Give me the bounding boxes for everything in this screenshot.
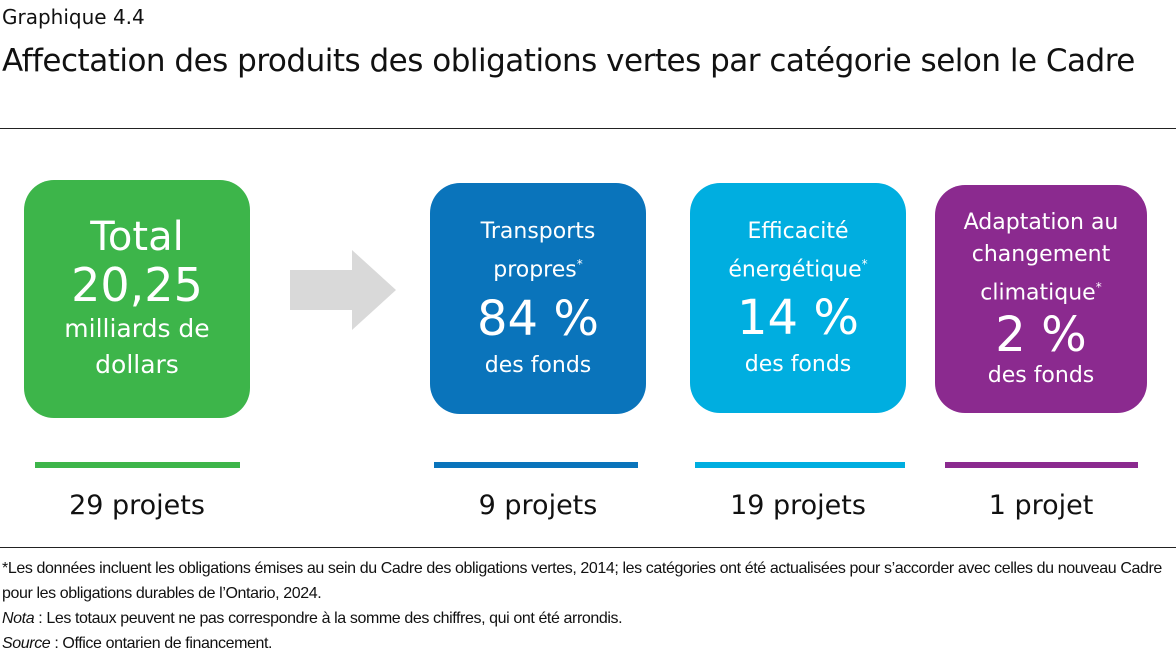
- transports-projects: 9 projets: [478, 490, 598, 521]
- total-label: Total: [90, 214, 184, 260]
- notes-divider: [0, 547, 1176, 548]
- category-box-transports: Transports propres* 84 % des fonds: [430, 183, 646, 414]
- source: Source : Office ontarien de financement.: [2, 631, 1174, 656]
- category-name: Adaptation au changement climatique: [963, 209, 1119, 306]
- notes: *Les données incluent les obligations ém…: [2, 556, 1174, 656]
- figure-title: Affectation des produits des obligations…: [2, 43, 1135, 79]
- nota: Nota : Les totaux peuvent ne pas corresp…: [2, 606, 1174, 631]
- footnote: *Les données incluent les obligations ém…: [2, 560, 1162, 602]
- title-divider: [0, 128, 1176, 129]
- total-amount: 20,25: [71, 258, 203, 312]
- source-text: : Office ontarien de financement.: [50, 635, 273, 652]
- total-bar: [35, 462, 240, 468]
- nota-label: Nota: [2, 610, 35, 627]
- source-label: Source: [2, 635, 51, 652]
- category-fonds: des fonds: [744, 352, 852, 378]
- adaptation-projects: 1 projet: [988, 490, 1094, 521]
- category-fonds: des fonds: [987, 363, 1095, 389]
- figure-number: Graphique 4.4: [2, 5, 145, 29]
- asterisk: *: [576, 257, 583, 272]
- category-share: 2 %: [995, 307, 1087, 364]
- asterisk: *: [1095, 279, 1102, 294]
- category-name: Transports propres: [480, 219, 596, 283]
- arrow-icon: [290, 250, 396, 330]
- category-name: Efficacité énergétique: [728, 218, 862, 283]
- efficacite-projects: 19 projets: [730, 490, 866, 521]
- category-fonds: des fonds: [484, 352, 592, 378]
- total-unit: milliards de dollars: [64, 314, 210, 379]
- nota-text: : Les totaux peuvent ne pas correspondre…: [34, 610, 623, 627]
- efficacite-bar: [695, 462, 905, 468]
- total-box: Total 20,25 milliards de dollars: [24, 180, 250, 418]
- category-box-efficacite: Efficacité énergétique* 14 % des fonds: [690, 183, 906, 413]
- asterisk: *: [861, 256, 868, 271]
- total-projects: 29 projets: [69, 490, 205, 521]
- adaptation-bar: [945, 462, 1138, 468]
- category-share: 14 %: [737, 290, 859, 347]
- category-share: 84 %: [477, 290, 599, 347]
- category-box-adaptation: Adaptation au changement climatique* 2 %…: [935, 185, 1147, 413]
- transports-bar: [434, 462, 638, 468]
